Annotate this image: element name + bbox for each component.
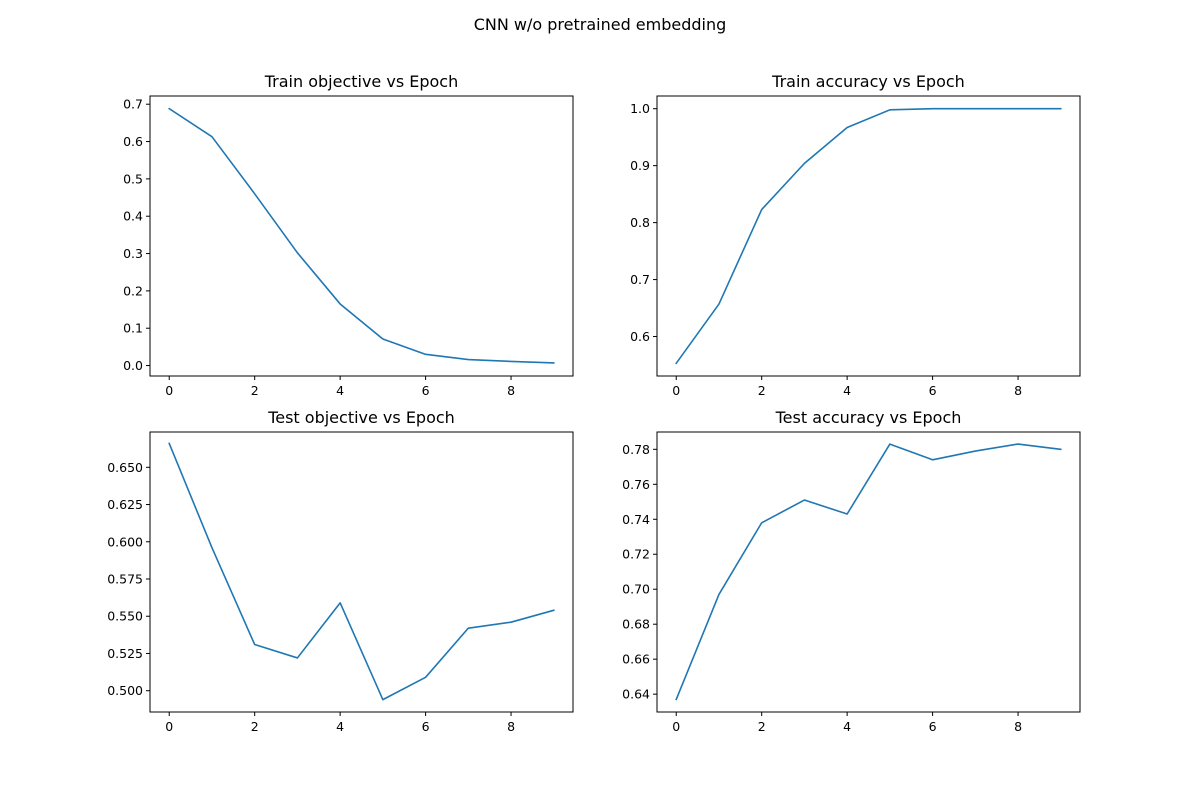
y-tick-label: 0.550: [107, 609, 143, 624]
x-tick-label: 0: [165, 719, 173, 734]
y-tick-label: 0.500: [107, 683, 143, 698]
y-tick-label: 0.74: [622, 512, 650, 527]
x-tick-label: 8: [507, 383, 515, 398]
y-tick-label: 0.76: [622, 477, 650, 492]
series-line: [675, 107, 1062, 365]
y-tick-label: 0.525: [107, 646, 143, 661]
x-tick-label: 6: [422, 383, 430, 398]
y-tick-label: 0.5: [123, 171, 143, 186]
y-tick-label: 0.0: [123, 358, 143, 373]
subplot-title: Train accuracy vs Epoch: [771, 72, 965, 91]
x-tick-label: 4: [843, 719, 851, 734]
x-tick-label: 2: [758, 719, 766, 734]
y-tick-label: 0.625: [107, 497, 143, 512]
y-tick-label: 0.2: [123, 283, 143, 298]
y-tick-label: 0.7: [630, 272, 650, 287]
x-tick-label: 2: [758, 383, 766, 398]
series-line: [168, 442, 555, 701]
subplot-3: Test objective vs Epoch 0 2 4 6 8 0.500 0.525 0.…: [107, 408, 574, 734]
series-line: [675, 443, 1062, 701]
y-tick-label: 0.3: [123, 246, 143, 261]
figure-title: CNN w/o pretrained embedding: [474, 15, 727, 34]
x-tick-label: 0: [672, 719, 680, 734]
y-tick-label: 0.6: [630, 329, 650, 344]
y-tick-label: 0.1: [123, 321, 143, 336]
axes-frame: [149, 95, 574, 377]
x-tick-label: 8: [1014, 719, 1022, 734]
x-tick-label: 6: [929, 383, 937, 398]
x-tick-label: 4: [336, 719, 344, 734]
y-tick-label: 0.66: [622, 652, 650, 667]
subplot-title: Test objective vs Epoch: [267, 408, 455, 427]
axes-frame: [656, 95, 1081, 377]
x-tick-label: 4: [336, 383, 344, 398]
y-tick-label: 0.6: [123, 134, 143, 149]
x-tick-label: 0: [165, 383, 173, 398]
y-tick-label: 0.68: [622, 617, 650, 632]
y-tick-label: 0.72: [622, 547, 650, 562]
y-tick-label: 0.9: [630, 158, 650, 173]
y-tick-label: 0.575: [107, 572, 143, 587]
x-tick-label: 6: [929, 719, 937, 734]
y-tick-label: 0.600: [107, 534, 143, 549]
axes-frame: [656, 431, 1081, 713]
x-tick-label: 8: [1014, 383, 1022, 398]
x-tick-label: 2: [251, 383, 259, 398]
x-tick-label: 6: [422, 719, 430, 734]
y-tick-label: 0.7: [123, 97, 143, 112]
subplot-title: Train objective vs Epoch: [264, 72, 459, 91]
subplot-2: Train accuracy vs Epoch 0 2 4 6 8 0.6 0.7 0.8 0.9…: [630, 72, 1081, 398]
y-tick-label: 0.4: [123, 209, 143, 224]
subplot-4: Test accuracy vs Epoch 0 2 4 6 8 0.64 0.66 0.68 0…: [622, 408, 1081, 734]
axes-frame: [149, 431, 574, 713]
subplot-title: Test accuracy vs Epoch: [775, 408, 962, 427]
subplot-1: Train objective vs Epoch 0 2 4 6 8 0.0 0.1 0.2 0.…: [123, 72, 574, 398]
series-line: [168, 107, 555, 364]
y-tick-label: 0.70: [622, 582, 650, 597]
y-tick-label: 0.64: [622, 687, 650, 702]
x-tick-label: 2: [251, 719, 259, 734]
x-tick-label: 0: [672, 383, 680, 398]
y-tick-label: 1.0: [630, 101, 650, 116]
y-tick-label: 0.650: [107, 460, 143, 475]
x-tick-label: 8: [507, 719, 515, 734]
y-tick-label: 0.8: [630, 215, 650, 230]
y-tick-label: 0.78: [622, 442, 650, 457]
x-tick-label: 4: [843, 383, 851, 398]
